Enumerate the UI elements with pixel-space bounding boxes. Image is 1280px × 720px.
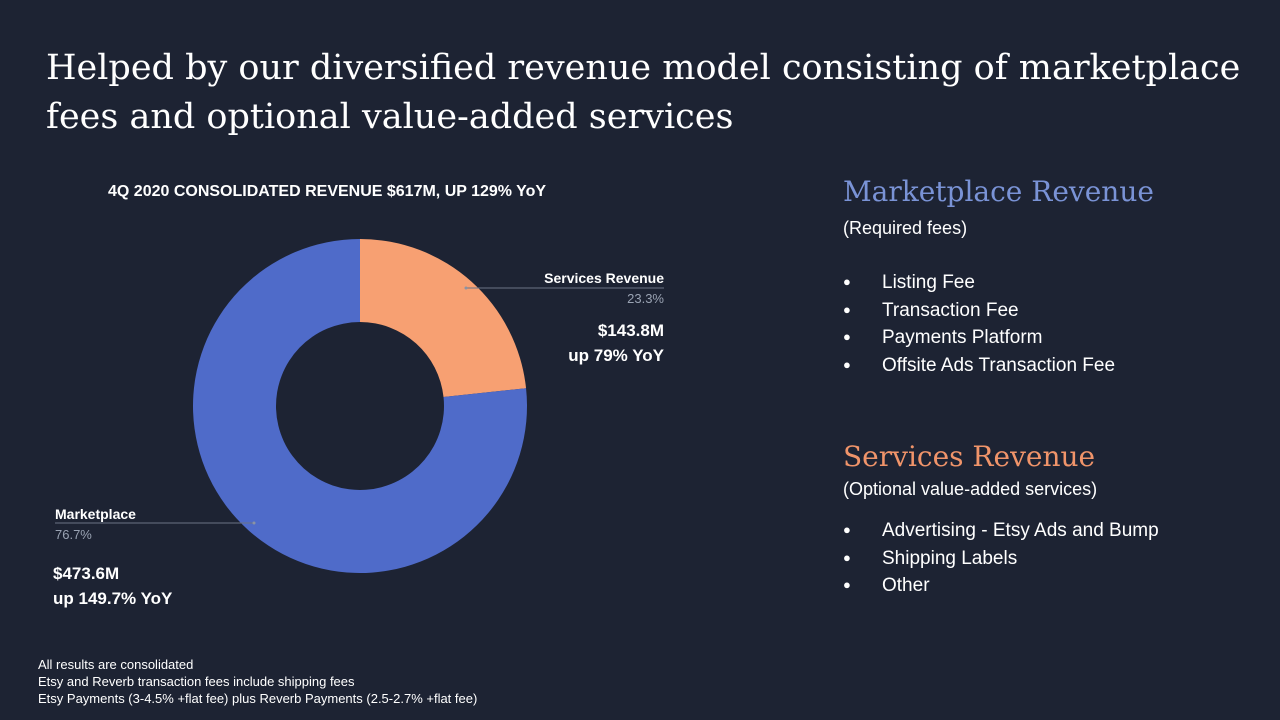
slide-title-line-2: fees and optional value-added services [46,97,734,137]
services-list: Advertising - Etsy Ads and Bump Shipping… [843,517,1159,600]
footnote: Etsy and Reverb transaction fees include… [38,674,355,689]
list-item: Payments Platform [843,324,1115,352]
services-slice-amount: $143.8M [597,321,664,340]
footnote: All results are consolidated [38,657,194,672]
list-item: Listing Fee [843,269,1115,297]
revenue-donut-chart [55,239,664,573]
donut-slice-services-revenue [360,239,527,398]
list-item: Other [843,572,1159,600]
services-revenue-subheading: (Optional value-added services) [843,479,1098,499]
chart-title: 4Q 2020 CONSOLIDATED REVENUE $617M, UP 1… [108,183,547,200]
services-leader-line-dot [464,286,468,290]
footnote: Etsy Payments (3-4.5% +flat fee) plus Re… [38,691,478,706]
list-item: Shipping Labels [843,545,1159,573]
services-slice-growth: up 79% YoY [568,346,664,365]
marketplace-slice-percent: 76.7% [55,527,92,542]
marketplace-slice-amount: $473.6M [53,564,120,583]
list-item: Offsite Ads Transaction Fee [843,352,1115,380]
list-item: Transaction Fee [843,297,1115,325]
services-slice-percent: 23.3% [627,291,664,306]
services-revenue-heading: Services Revenue [843,440,1096,473]
list-item: Advertising - Etsy Ads and Bump [843,517,1159,545]
slide-title: Helped by our diversified revenue model … [46,44,1246,142]
donut-slice-marketplace [193,239,527,573]
marketplace-revenue-heading: Marketplace Revenue [843,175,1154,208]
marketplace-fee-list: Listing Fee Transaction Fee Payments Pla… [843,269,1115,379]
marketplace-slice-growth: up 149.7% YoY [53,589,173,608]
marketplace-leader-line-dot [252,521,256,525]
services-slice-detail: $143.8M up 79% YoY [568,318,664,368]
marketplace-slice-detail: $473.6M up 149.7% YoY [53,561,172,611]
marketplace-revenue-subheading: (Required fees) [843,218,968,238]
services-slice-name: Services Revenue [544,270,664,286]
footnotes: All results are consolidated Etsy and Re… [38,656,477,707]
marketplace-slice-name: Marketplace [55,506,136,522]
slide-title-line-1: Helped by our diversified revenue model … [46,48,1241,88]
